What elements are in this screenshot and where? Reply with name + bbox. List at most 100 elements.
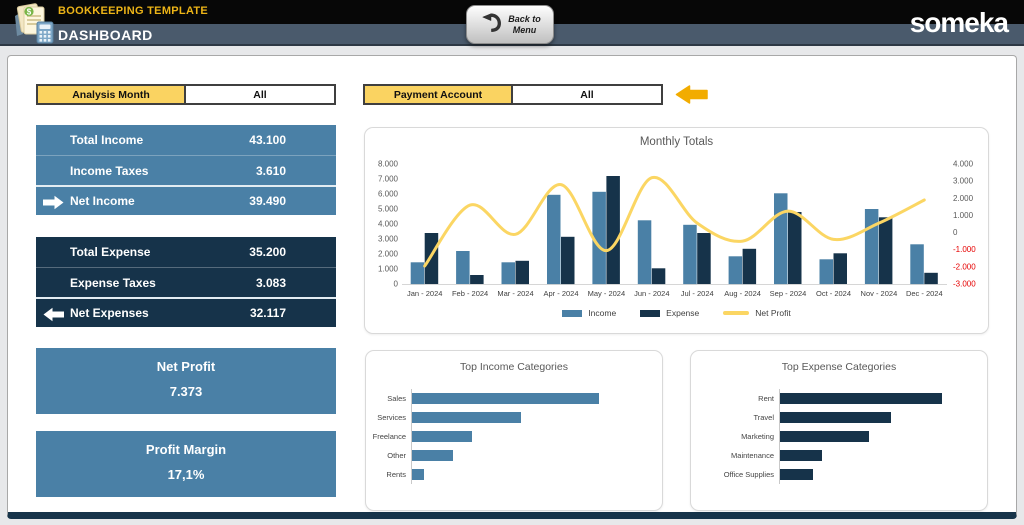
income-bar bbox=[774, 193, 788, 285]
back-to-menu-button[interactable]: Back to Menu bbox=[466, 5, 554, 44]
income-taxes-label: Income Taxes bbox=[70, 163, 149, 178]
total-income-value: 43.100 bbox=[249, 133, 286, 147]
top-income-categories-chart: Top Income Categories Sales Services Freel… bbox=[365, 350, 663, 511]
analysis-month-dropdown[interactable]: All bbox=[186, 86, 334, 103]
legend-label: Income bbox=[588, 308, 617, 318]
svg-text:Mar - 2024: Mar - 2024 bbox=[497, 289, 533, 298]
back-arrow-icon bbox=[479, 10, 503, 39]
svg-text:Jan - 2024: Jan - 2024 bbox=[407, 289, 442, 298]
left-arrow-icon bbox=[43, 307, 64, 327]
category-label: Freelance bbox=[372, 432, 406, 441]
net-income-label: Net Income bbox=[70, 194, 135, 208]
svg-text:1.000: 1.000 bbox=[378, 265, 399, 274]
bar-track bbox=[411, 389, 646, 408]
total-expense-value: 35.200 bbox=[249, 245, 286, 259]
monthly-totals-title: Monthly Totals bbox=[639, 136, 714, 148]
payment-account-filter: Payment Account All bbox=[363, 84, 663, 105]
category-bar bbox=[412, 431, 472, 442]
svg-text:Jun - 2024: Jun - 2024 bbox=[634, 289, 669, 298]
net-profit-card: Net Profit 7.373 bbox=[36, 348, 336, 414]
legend-swatch bbox=[562, 309, 583, 317]
expense-taxes-row: Expense Taxes 3.083 bbox=[36, 267, 336, 297]
income-bar bbox=[456, 251, 470, 284]
monthly-totals-legend: Income Expense Net Profit bbox=[365, 308, 988, 318]
expense-bar bbox=[924, 272, 938, 285]
legend-label: Expense bbox=[666, 308, 700, 318]
total-income-row: Total Income 43.100 bbox=[36, 125, 336, 155]
category-row: Services bbox=[366, 408, 646, 427]
bar-track bbox=[411, 408, 646, 427]
category-bar bbox=[780, 412, 891, 423]
bar-track bbox=[411, 465, 646, 484]
category-label: Marketing bbox=[741, 432, 774, 441]
svg-text:2.000: 2.000 bbox=[378, 250, 399, 259]
category-label: Sales bbox=[387, 394, 406, 403]
category-row: Sales bbox=[366, 389, 646, 408]
legend-item-expense: Expense bbox=[640, 308, 699, 318]
svg-text:May - 2024: May - 2024 bbox=[588, 289, 626, 298]
total-expense-label: Total Expense bbox=[70, 245, 151, 259]
category-bar bbox=[780, 431, 870, 442]
svg-text:Jul - 2024: Jul - 2024 bbox=[681, 289, 714, 298]
net-profit-label: Net Profit bbox=[156, 359, 216, 374]
svg-text:-1.000: -1.000 bbox=[953, 245, 976, 254]
svg-text:-3.000: -3.000 bbox=[953, 280, 976, 289]
income-bar bbox=[410, 262, 425, 285]
expense-taxes-value: 3.083 bbox=[255, 275, 286, 290]
legend-swatch bbox=[640, 309, 661, 317]
category-bar bbox=[412, 412, 522, 423]
svg-text:Apr - 2024: Apr - 2024 bbox=[543, 289, 578, 298]
income-summary-card: Total Income 43.100 Income Taxes 3.610 N… bbox=[36, 125, 336, 215]
svg-text:3.000: 3.000 bbox=[953, 177, 974, 186]
expense-bar bbox=[424, 233, 439, 284]
profit-margin-label: Profit Margin bbox=[145, 442, 227, 457]
svg-text:7.000: 7.000 bbox=[378, 175, 399, 184]
income-bar bbox=[592, 191, 606, 285]
legend-item-income: Income bbox=[562, 308, 616, 318]
category-row: Marketing bbox=[691, 427, 971, 446]
bar-track bbox=[411, 427, 646, 446]
back-button-label-line2: Menu bbox=[512, 24, 537, 35]
expense-bar bbox=[515, 260, 529, 285]
svg-text:0: 0 bbox=[953, 228, 958, 237]
yellow-arrow-icon bbox=[675, 85, 708, 109]
income-bar bbox=[910, 244, 924, 285]
analysis-month-label: Analysis Month bbox=[38, 86, 186, 103]
expense-bar bbox=[470, 275, 484, 284]
expense-bar bbox=[878, 217, 893, 285]
svg-text:8.000: 8.000 bbox=[378, 160, 399, 169]
top-income-categories-title: Top Income Categories bbox=[460, 361, 568, 373]
total-income-label: Total Income bbox=[70, 133, 144, 147]
back-button-label-line1: Back to bbox=[508, 13, 541, 24]
svg-text:Dec - 2024: Dec - 2024 bbox=[906, 289, 943, 298]
expense-taxes-label: Expense Taxes bbox=[70, 275, 156, 290]
category-label: Services bbox=[377, 413, 406, 422]
svg-text:6.000: 6.000 bbox=[378, 190, 399, 199]
bar-track bbox=[779, 446, 971, 465]
top-income-categories-bars: Sales Services Freelance Other Rents bbox=[366, 389, 646, 484]
income-bar bbox=[864, 209, 879, 284]
payment-account-dropdown[interactable]: All bbox=[513, 86, 661, 103]
profit-margin-card: Profit Margin 17,1% bbox=[36, 431, 336, 497]
page-title: DASHBOARD bbox=[58, 27, 153, 43]
legend-label: Net Profit bbox=[755, 308, 791, 318]
bar-track bbox=[411, 446, 646, 465]
bar-track bbox=[779, 465, 971, 484]
expense-bar bbox=[651, 268, 666, 285]
category-row: Rents bbox=[366, 465, 646, 484]
category-row: Maintenance bbox=[691, 446, 971, 465]
income-bar bbox=[683, 224, 697, 285]
expense-bar bbox=[833, 253, 847, 284]
right-arrow-icon bbox=[43, 195, 64, 215]
expense-bar bbox=[788, 212, 802, 284]
income-bar bbox=[547, 194, 561, 285]
svg-text:5.000: 5.000 bbox=[378, 205, 399, 214]
expense-bar bbox=[606, 176, 620, 284]
category-row: Office Supplies bbox=[691, 465, 971, 484]
bookkeeping-icon: $ bbox=[11, 2, 57, 45]
svg-text:-2.000: -2.000 bbox=[953, 262, 976, 271]
someka-logo: someka bbox=[909, 7, 1009, 38]
app-title: BOOKKEEPING TEMPLATE bbox=[58, 5, 209, 17]
legend-swatch bbox=[723, 311, 750, 315]
category-row: Rent bbox=[691, 389, 971, 408]
